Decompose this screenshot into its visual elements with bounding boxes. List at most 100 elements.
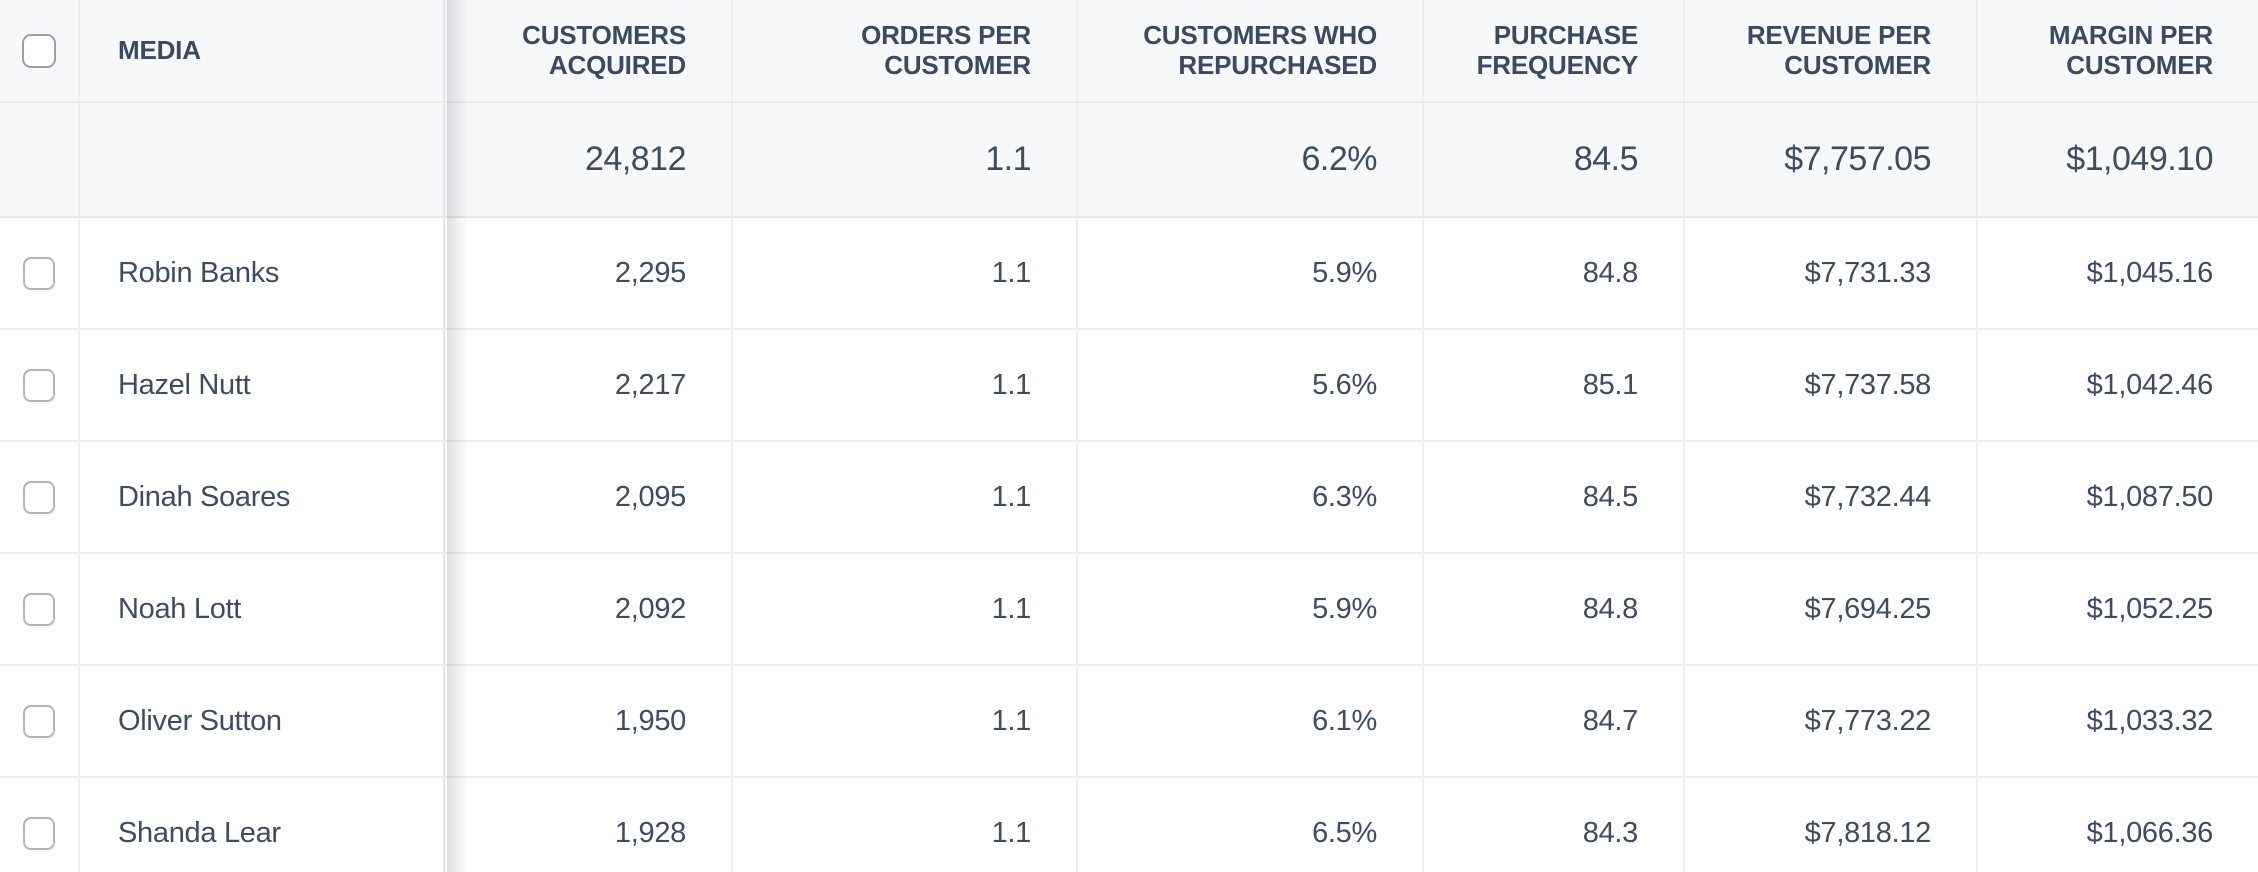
cell-value: $7,731.33 (1804, 256, 1932, 289)
media-cell: Dinah Soares (80, 442, 445, 552)
cell-purchase-frequency: 84.8 (1424, 218, 1685, 328)
row-checkbox-cell (0, 666, 80, 776)
row-checkbox-cell (0, 554, 80, 664)
column-header-label: ORDERS PER CUSTOMER (861, 20, 1031, 80)
cell-purchase-frequency: 84.3 (1424, 778, 1685, 872)
row-checkbox[interactable] (23, 704, 55, 738)
cell-orders-per-customer: 1.1 (733, 554, 1078, 664)
cell-value: 85.1 (1582, 368, 1639, 401)
cell-margin-per-customer: $1,052.25 (1978, 554, 2258, 664)
cell-value: 6.1% (1312, 704, 1377, 737)
cell-value: $1,042.46 (2086, 368, 2214, 401)
cell-value: 6.5% (1312, 816, 1377, 849)
cell-value: 1.1 (991, 704, 1032, 737)
cell-value: $7,773.22 (1804, 704, 1932, 737)
summary-orders-per-customer: 1.1 (733, 103, 1078, 216)
cell-orders-per-customer: 1.1 (733, 666, 1078, 776)
cell-revenue-per-customer: $7,731.33 (1685, 218, 1978, 328)
summary-value: 6.2% (1301, 140, 1378, 178)
cell-customers-who-repurchased: 5.6% (1078, 330, 1424, 440)
summary-value: $7,757.05 (1784, 140, 1931, 178)
row-checkbox[interactable] (23, 816, 55, 850)
summary-media-cell (80, 103, 445, 216)
select-all-checkbox[interactable] (22, 33, 56, 68)
cell-customers-who-repurchased: 6.5% (1078, 778, 1424, 872)
cell-orders-per-customer: 1.1 (733, 778, 1078, 872)
row-checkbox-cell (0, 330, 80, 440)
cell-purchase-frequency: 84.7 (1424, 666, 1685, 776)
select-all-cell (0, 0, 80, 101)
cell-margin-per-customer: $1,066.36 (1978, 778, 2258, 872)
cell-revenue-per-customer: $7,737.58 (1685, 330, 1978, 440)
table-row: Hazel Nutt 2,217 1.1 5.6% 85.1 $7,737.58… (0, 330, 2258, 442)
cell-purchase-frequency: 85.1 (1424, 330, 1685, 440)
media-name: Hazel Nutt (118, 368, 251, 401)
cell-revenue-per-customer: $7,732.44 (1685, 442, 1978, 552)
table-row: Noah Lott 2,092 1.1 5.9% 84.8 $7,694.25 … (0, 554, 2258, 666)
row-checkbox[interactable] (23, 480, 55, 514)
cell-value: 84.8 (1582, 592, 1639, 625)
media-name: Noah Lott (118, 592, 242, 625)
table-row: Dinah Soares 2,095 1.1 6.3% 84.5 $7,732.… (0, 442, 2258, 554)
column-header-margin-per-customer[interactable]: MARGIN PER CUSTOMER (1978, 0, 2258, 101)
row-checkbox[interactable] (23, 592, 55, 626)
cell-margin-per-customer: $1,087.50 (1978, 442, 2258, 552)
media-name: Dinah Soares (118, 480, 291, 513)
column-header-label: MARGIN PER CUSTOMER (2048, 20, 2213, 80)
summary-row: 24,812 1.1 6.2% 84.5 $7,757.05 $1,049.10 (0, 103, 2258, 218)
table-row: Oliver Sutton 1,950 1.1 6.1% 84.7 $7,773… (0, 666, 2258, 778)
cell-value: 1,950 (614, 704, 686, 737)
column-header-orders-per-customer[interactable]: ORDERS PER CUSTOMER (733, 0, 1078, 101)
row-checkbox[interactable] (23, 256, 55, 290)
media-cell: Hazel Nutt (80, 330, 445, 440)
summary-margin-per-customer: $1,049.10 (1978, 103, 2258, 216)
table-row: Shanda Lear 1,928 1.1 6.5% 84.3 $7,818.1… (0, 778, 2258, 872)
media-name: Shanda Lear (118, 816, 281, 849)
column-header-label: CUSTOMERS ACQUIRED (522, 20, 686, 80)
cell-customers-acquired: 1,928 (445, 778, 733, 872)
cell-margin-per-customer: $1,033.32 (1978, 666, 2258, 776)
cell-customers-acquired: 2,217 (445, 330, 733, 440)
cell-orders-per-customer: 1.1 (733, 330, 1078, 440)
column-header-customers-acquired[interactable]: CUSTOMERS ACQUIRED (445, 0, 733, 101)
cell-value: 84.7 (1582, 704, 1639, 737)
cell-value: $1,066.36 (2086, 816, 2214, 849)
column-header-customers-who-repurchased[interactable]: CUSTOMERS WHO REPURCHASED (1078, 0, 1424, 101)
cell-value: 1.1 (991, 480, 1032, 513)
cell-revenue-per-customer: $7,773.22 (1685, 666, 1978, 776)
summary-value: 24,812 (585, 140, 687, 178)
cell-value: 5.6% (1312, 368, 1377, 401)
column-header-purchase-frequency[interactable]: PURCHASE FREQUENCY (1424, 0, 1685, 101)
column-header-media[interactable]: MEDIA (80, 0, 445, 101)
cell-customers-who-repurchased: 5.9% (1078, 554, 1424, 664)
cell-value: 84.3 (1582, 816, 1639, 849)
media-cell: Oliver Sutton (80, 666, 445, 776)
cell-value: 2,295 (614, 256, 686, 289)
cell-value: 1.1 (991, 256, 1032, 289)
cell-value: $7,818.12 (1804, 816, 1932, 849)
cell-orders-per-customer: 1.1 (733, 218, 1078, 328)
cell-value: 1.1 (991, 368, 1032, 401)
cell-value: 5.9% (1312, 592, 1377, 625)
cell-value: 2,217 (614, 368, 686, 401)
cell-purchase-frequency: 84.5 (1424, 442, 1685, 552)
summary-value: $1,049.10 (2066, 140, 2213, 178)
cell-value: $1,045.16 (2086, 256, 2214, 289)
summary-customers-who-repurchased: 6.2% (1078, 103, 1424, 216)
table-row: Robin Banks 2,295 1.1 5.9% 84.8 $7,731.3… (0, 218, 2258, 330)
cell-value: 1.1 (991, 592, 1032, 625)
row-checkbox-cell (0, 778, 80, 872)
row-checkbox[interactable] (23, 368, 55, 402)
cell-value: 6.3% (1312, 480, 1377, 513)
column-header-revenue-per-customer[interactable]: REVENUE PER CUSTOMER (1685, 0, 1978, 101)
cell-margin-per-customer: $1,045.16 (1978, 218, 2258, 328)
cell-orders-per-customer: 1.1 (733, 442, 1078, 552)
cell-customers-acquired: 2,092 (445, 554, 733, 664)
summary-value: 84.5 (1573, 140, 1639, 178)
cell-customers-who-repurchased: 6.3% (1078, 442, 1424, 552)
table-body: Robin Banks 2,295 1.1 5.9% 84.8 $7,731.3… (0, 218, 2258, 872)
cell-margin-per-customer: $1,042.46 (1978, 330, 2258, 440)
media-cell: Robin Banks (80, 218, 445, 328)
cell-customers-acquired: 1,950 (445, 666, 733, 776)
